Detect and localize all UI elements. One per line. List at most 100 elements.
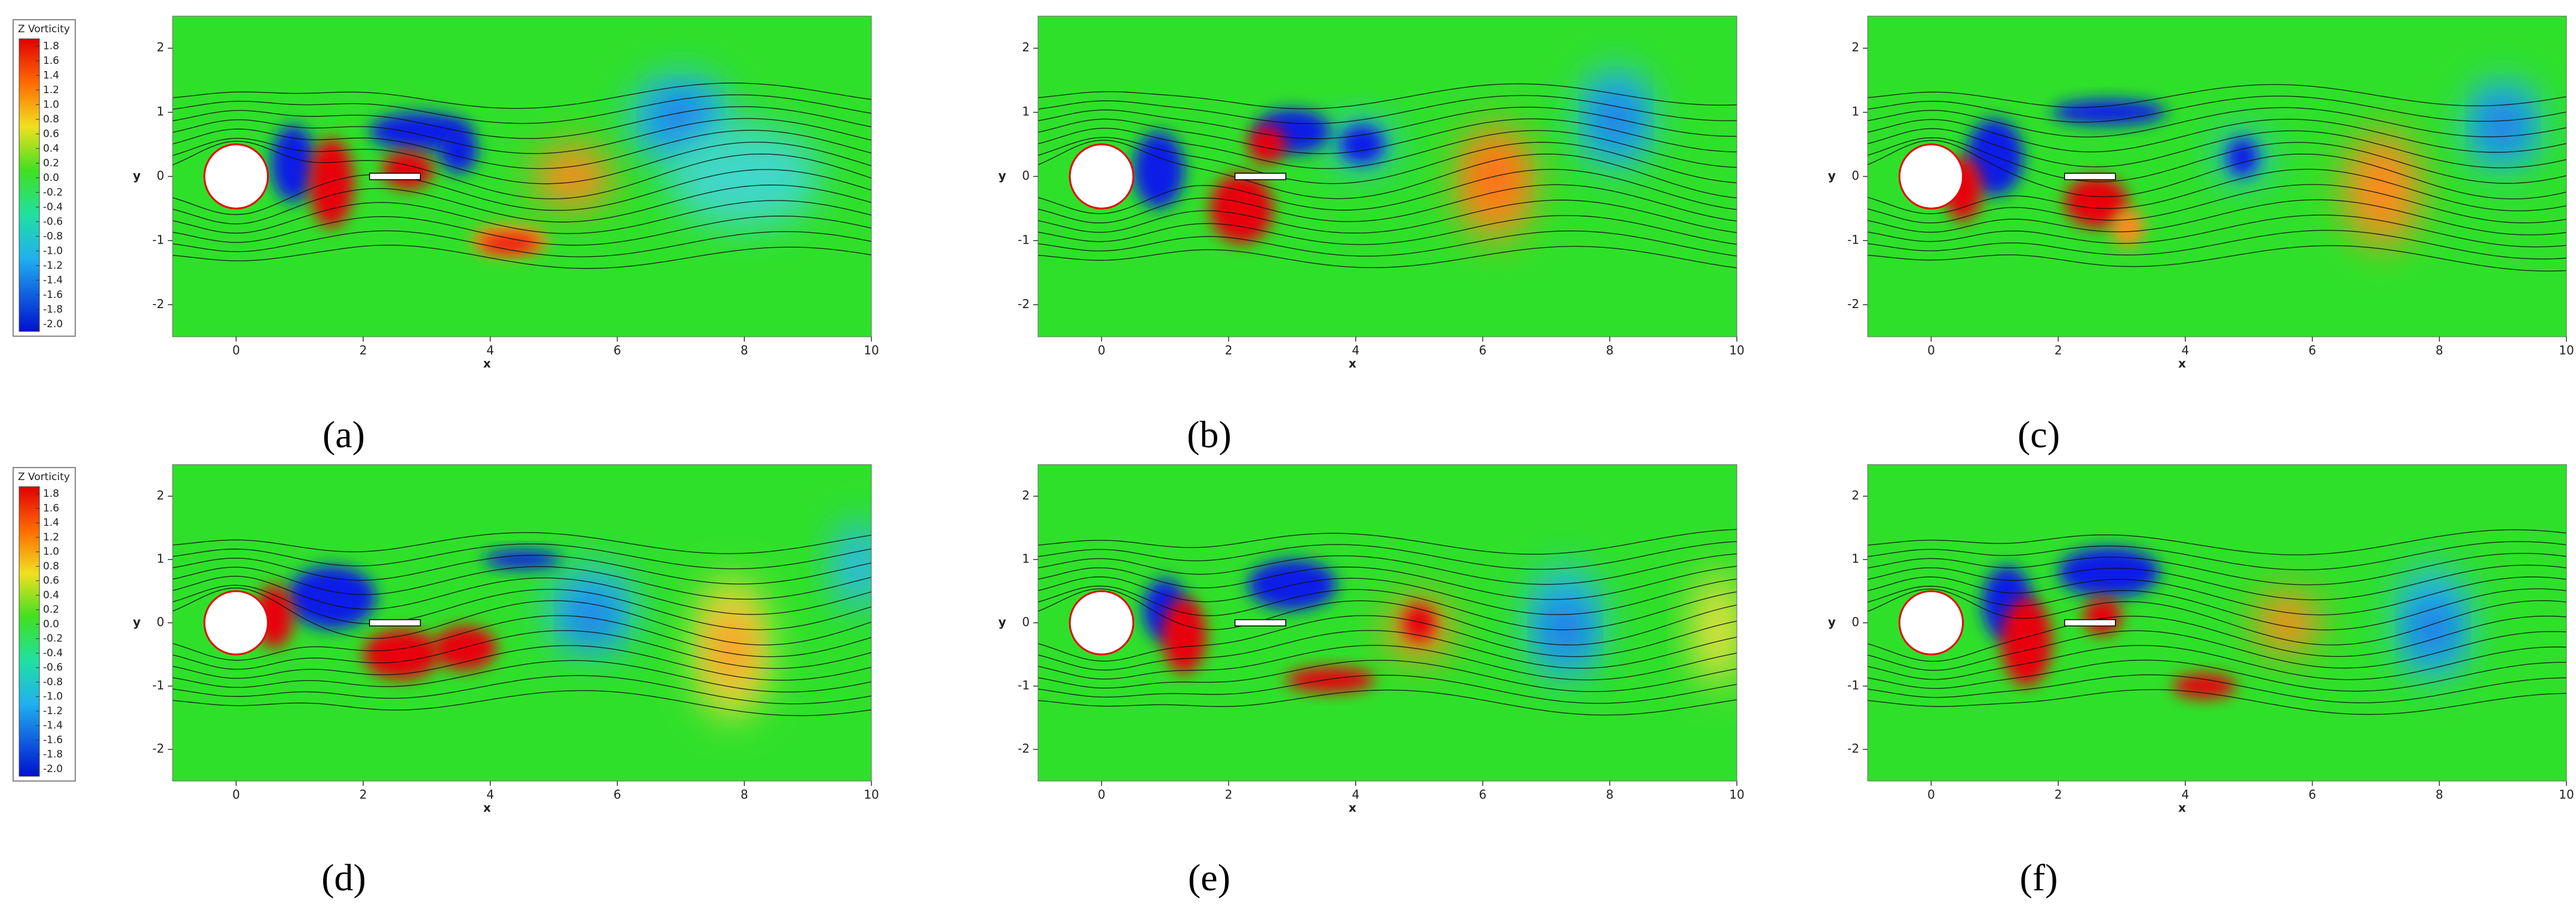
colorbar-label: 1.0 xyxy=(43,546,59,558)
colorbar-label: 0.4 xyxy=(43,143,59,155)
streamline xyxy=(173,107,871,139)
colorbar-label: -0.8 xyxy=(43,230,63,242)
colorbar-label: -1.4 xyxy=(43,274,63,286)
streamline xyxy=(173,533,871,554)
panel-label: (d) xyxy=(321,856,366,899)
flow-field xyxy=(173,16,871,337)
cylinder xyxy=(1899,591,1963,654)
y-axis-label: y xyxy=(1828,615,1835,629)
streamline xyxy=(1868,675,2566,703)
y-tick-label: -2 xyxy=(1847,297,1859,311)
panel-label: (b) xyxy=(1187,413,1232,456)
vortex xyxy=(535,144,611,209)
colorbar-label: 0.2 xyxy=(43,157,59,169)
streamline xyxy=(173,216,871,245)
plate xyxy=(2065,620,2116,626)
streamline xyxy=(1868,215,2566,247)
streamline xyxy=(1038,616,1737,661)
y-tick-label: 0 xyxy=(1852,168,1859,183)
streamline xyxy=(1868,199,2566,235)
vortex xyxy=(2483,99,2522,151)
x-tick-label: 10 xyxy=(2559,343,2574,358)
vortex xyxy=(1285,667,1375,693)
x-tick-label: 2 xyxy=(1225,788,1233,802)
colorbar-label: 1.6 xyxy=(43,55,59,67)
streamline xyxy=(173,185,871,224)
colorbar-label: -0.6 xyxy=(43,662,63,674)
flow-field xyxy=(173,465,871,781)
streamline xyxy=(1038,185,1737,223)
vortex xyxy=(287,565,376,629)
x-tick-label: 10 xyxy=(1729,343,1744,358)
streamline xyxy=(1868,577,2566,614)
vortex xyxy=(271,125,316,202)
streamline xyxy=(1868,589,2566,645)
panel-label: (c) xyxy=(2018,413,2060,456)
streamline xyxy=(1868,96,2566,122)
streamline xyxy=(1038,140,1737,199)
cylinder xyxy=(1899,145,1963,208)
x-tick-label: 0 xyxy=(1098,343,1106,358)
y-tick-label: -1 xyxy=(152,232,164,247)
colorbar-label: 0.8 xyxy=(43,560,59,572)
streamline xyxy=(1038,690,1737,715)
colorbar-label: 0.4 xyxy=(43,589,59,601)
vortex xyxy=(309,138,354,228)
streamline xyxy=(1038,631,1737,670)
x-tick-label: 2 xyxy=(360,343,367,358)
plate xyxy=(370,173,420,180)
streamline xyxy=(1868,690,2566,715)
streamline xyxy=(173,201,871,233)
plate xyxy=(370,620,420,626)
y-tick-label: 2 xyxy=(1022,40,1030,54)
x-tick-label: 4 xyxy=(1352,343,1359,358)
streamline xyxy=(173,83,871,109)
vortex xyxy=(1340,125,1384,164)
cylinder xyxy=(1070,145,1133,208)
vortex xyxy=(1209,173,1273,244)
y-tick-label: 2 xyxy=(156,40,164,54)
y-axis-label: y xyxy=(998,168,1006,183)
x-tick-label: 8 xyxy=(741,788,748,802)
colorbar-title: Z Vorticity xyxy=(18,471,70,483)
streamline xyxy=(1038,247,1737,268)
streamline xyxy=(1868,631,2566,670)
flow-field xyxy=(1038,465,1737,781)
plate xyxy=(1235,173,1286,180)
colorbar-label: -0.8 xyxy=(43,676,63,688)
y-tick-label: 2 xyxy=(1852,40,1859,54)
streamline xyxy=(1868,565,2566,600)
x-tick-label: 6 xyxy=(2308,788,2316,802)
streamline xyxy=(1868,140,2566,199)
vortex xyxy=(2414,600,2452,658)
colorbar-label: -1.2 xyxy=(43,260,63,272)
colorbar-strip xyxy=(19,38,40,332)
streamline xyxy=(173,544,871,569)
y-tick-label: -2 xyxy=(152,297,164,311)
x-tick-label: 8 xyxy=(1606,788,1614,802)
vortex xyxy=(573,594,611,639)
streamline xyxy=(1868,119,2566,152)
colorbar-label: -0.6 xyxy=(43,216,63,228)
y-tick-label: -1 xyxy=(152,678,164,693)
streamline xyxy=(1868,107,2566,137)
x-tick-label: 8 xyxy=(741,343,748,358)
field-layer xyxy=(1038,465,1737,781)
streamline xyxy=(1038,554,1737,584)
streamline xyxy=(173,691,871,716)
colorbar-label: 1.4 xyxy=(43,69,59,81)
streamline xyxy=(1868,616,2566,662)
streamline xyxy=(173,555,871,584)
y-tick-label: 1 xyxy=(156,552,164,566)
vortex xyxy=(2052,99,2166,125)
y-tick-label: 2 xyxy=(156,488,164,503)
x-tick-label: 10 xyxy=(864,788,879,802)
vortex xyxy=(713,610,751,686)
x-axis-label: x xyxy=(483,801,491,815)
y-tick-label: 0 xyxy=(1022,168,1030,183)
streamline xyxy=(173,231,871,257)
field-layer xyxy=(1868,16,2566,337)
x-tick-label: 2 xyxy=(1225,343,1233,358)
streamline xyxy=(1038,216,1737,245)
